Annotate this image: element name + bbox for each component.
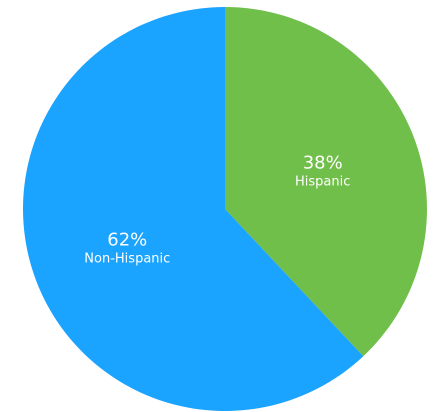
slice-value-label-hispanic: 38% (303, 152, 343, 173)
pie-slice-hispanic (225, 7, 427, 357)
slice-category-label-non-hispanic: Non-Hispanic (84, 252, 170, 267)
slice-category-label-hispanic: Hispanic (295, 174, 350, 189)
pie-slice-non-hispanic (22, 7, 364, 411)
pie-labels: 38%Hispanic 62%Non-Hispanic (84, 152, 350, 266)
pie-slices (22, 7, 427, 411)
slice-value-label-non-hispanic: 62% (107, 230, 147, 251)
